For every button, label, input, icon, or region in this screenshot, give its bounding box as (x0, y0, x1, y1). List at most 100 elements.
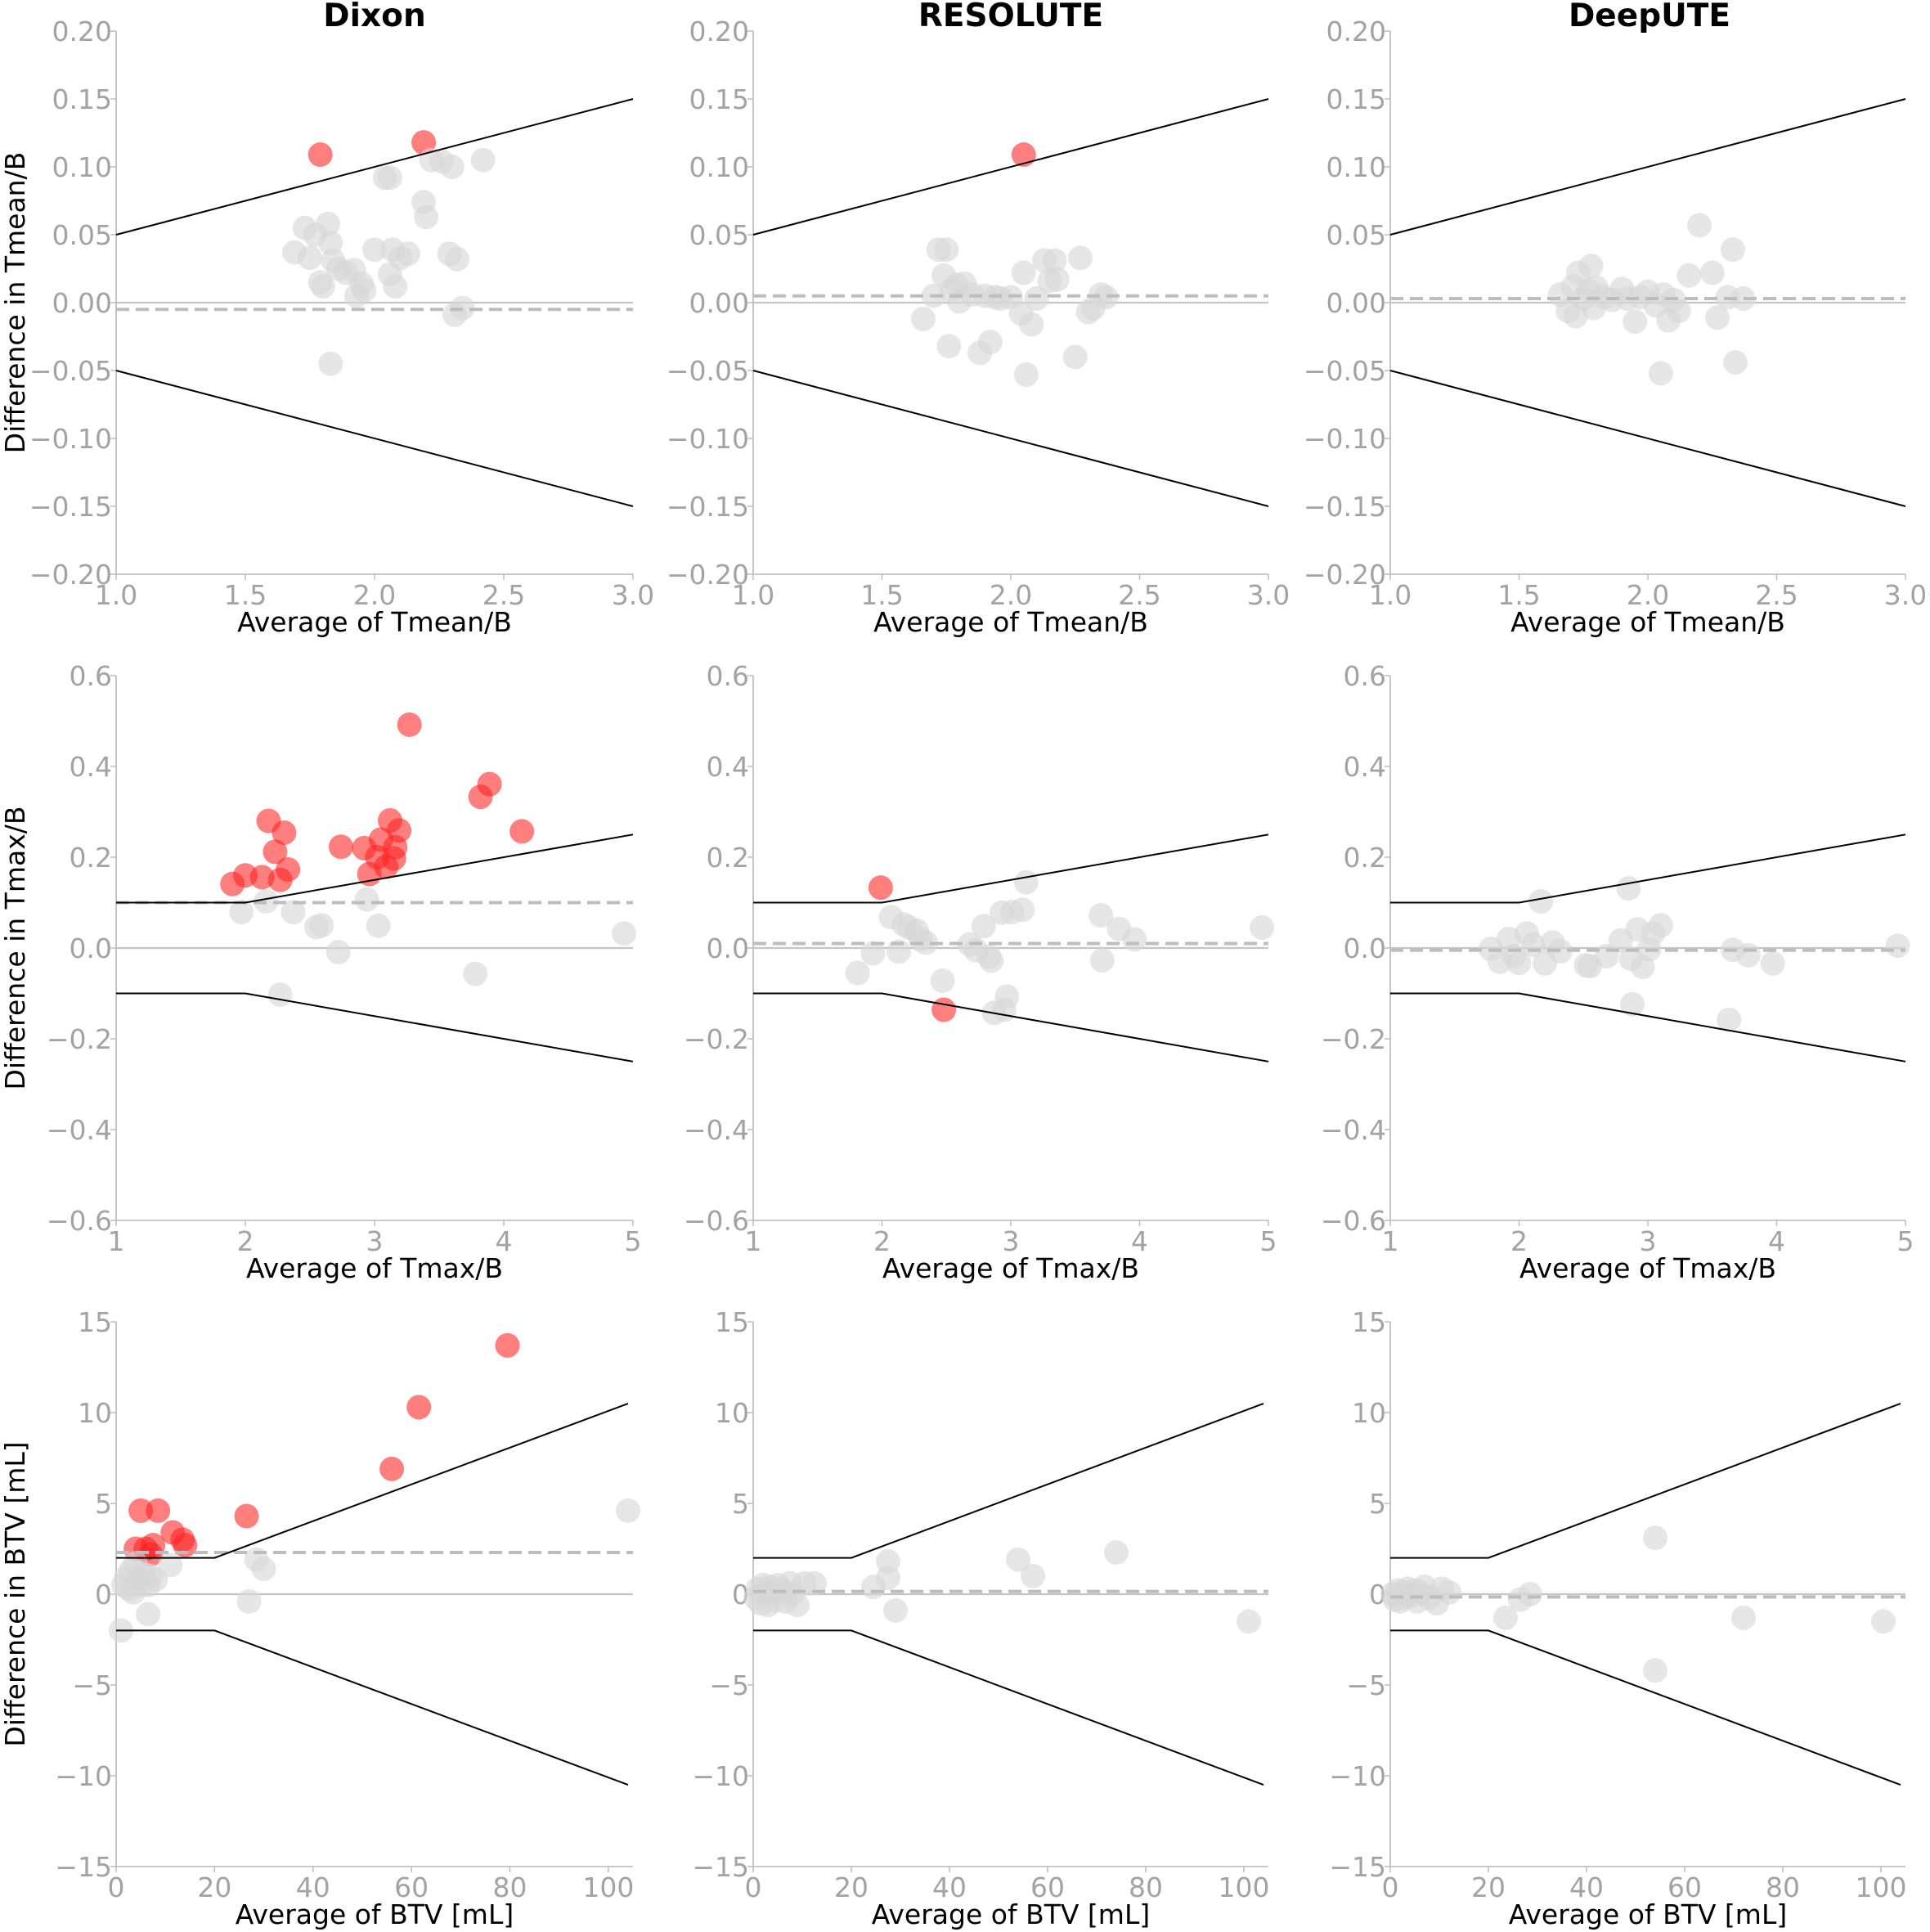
column-titles: Dixon RESOLUTE DeepUTE (323, 0, 1730, 34)
scatter-panels: −0.20−0.15−0.10−0.050.000.050.100.150.20… (0, 16, 1927, 1930)
y-tick-label: 15 (1352, 1306, 1386, 1338)
data-point (445, 246, 470, 272)
data-point (1620, 991, 1645, 1017)
y-tick-label: 0.20 (52, 16, 112, 47)
y-tick-label: 0.20 (1326, 16, 1386, 47)
data-point (1104, 1539, 1129, 1565)
lower-limit-line (753, 992, 1269, 1063)
data-point (377, 165, 402, 191)
y-tick-label: 0.0 (1344, 932, 1386, 964)
y-tick-label: −0.2 (47, 1023, 112, 1055)
x-tick-label: 1.0 (1369, 579, 1412, 611)
data-point (1068, 245, 1093, 271)
data-point (913, 930, 939, 955)
x-tick-label: 3 (1003, 1225, 1020, 1257)
y-tick-label: 5 (732, 1488, 749, 1520)
data-point (930, 968, 955, 993)
upper-limit-line (753, 833, 1269, 904)
data-point (267, 982, 293, 1008)
x-tick-label: 3 (1640, 1225, 1657, 1257)
data-point (611, 921, 636, 946)
data-point (1717, 1007, 1742, 1032)
upper-limit-line (753, 1402, 1264, 1559)
outlier-point (1011, 142, 1036, 168)
data-point (136, 1602, 161, 1627)
x-tick-label: 20 (834, 1871, 868, 1903)
x-tick-label: 0 (745, 1871, 762, 1903)
data-point (1648, 913, 1673, 938)
y-tick-label: 0.05 (689, 219, 749, 251)
data-point (366, 913, 391, 938)
y-tick-label: −0.05 (667, 355, 749, 387)
data-point (158, 1552, 183, 1578)
data-point (1093, 285, 1119, 310)
data-point (1731, 1605, 1756, 1630)
x-tick-label: 0 (108, 1871, 125, 1903)
y-tick-label: −0.4 (684, 1114, 749, 1146)
data-points (1380, 1525, 1896, 1683)
x-tick-label: 2 (237, 1225, 254, 1257)
y-tick-label: 0.15 (1326, 83, 1386, 115)
x-tick-label: 5 (1260, 1225, 1277, 1257)
data-point (470, 147, 496, 173)
data-point (1518, 1582, 1542, 1606)
y-tick-label: −0.20 (1304, 559, 1386, 591)
y-tick-label: 0.05 (1326, 219, 1386, 251)
outlier-point (387, 818, 412, 843)
y-tick-label: −0.20 (29, 559, 112, 591)
data-point (1062, 344, 1088, 370)
y-tick-label: −0.20 (667, 559, 749, 591)
data-point (910, 306, 936, 331)
data-point (396, 241, 421, 267)
y-tick-label: 0.4 (1344, 751, 1386, 783)
lower-limit-line (1390, 1629, 1901, 1786)
x-tick-label: 0 (1382, 1871, 1399, 1903)
outlier-point (249, 865, 275, 890)
data-point (1011, 260, 1036, 285)
data-point (1666, 298, 1691, 323)
y-tick-label: 0.10 (52, 151, 112, 183)
y-tick-label: 0.6 (1344, 660, 1386, 692)
data-point (463, 961, 488, 986)
upper-limit-line (116, 833, 634, 904)
data-point (1643, 1525, 1667, 1551)
y-tick-label: −0.2 (1321, 1023, 1386, 1055)
y-tick-label: −15 (55, 1851, 112, 1883)
data-point (1021, 1563, 1045, 1588)
y-tick-label: 0.2 (1344, 842, 1386, 874)
data-point (934, 237, 959, 263)
outlier-point (379, 1456, 405, 1481)
y-tick-label: 0.10 (689, 151, 749, 183)
lower-limit-line (752, 370, 1269, 507)
data-point (971, 914, 996, 939)
y-tick-label: 0.4 (70, 751, 112, 783)
data-point (979, 948, 1004, 973)
panel-r0-c1: −0.20 −0.15 −0.10 −0.05 0.00 0.05 0.10 0.15 0.20… (667, 16, 1290, 638)
data-point (229, 900, 254, 925)
data-point (1024, 286, 1049, 312)
x-tick-label: 4 (1768, 1225, 1785, 1257)
data-point (352, 278, 377, 303)
column-title-resolute: RESOLUTE (918, 0, 1103, 34)
x-tick-label: 2.5 (1118, 579, 1160, 611)
data-point (1437, 1579, 1461, 1605)
data-point (615, 1498, 640, 1523)
x-tick-label: 4 (496, 1225, 513, 1257)
data-point (1578, 254, 1604, 279)
y-tick-label: −0.4 (1321, 1114, 1386, 1146)
outlier-point (272, 820, 297, 846)
x-tick-label: 1 (745, 1225, 762, 1257)
x-tick-label: 1.5 (224, 579, 267, 611)
outlier-point (931, 997, 957, 1022)
data-point (936, 334, 962, 359)
outlier-point (509, 819, 535, 844)
data-points (109, 1332, 640, 1643)
data-point (1122, 927, 1147, 952)
data-point (1019, 312, 1044, 337)
panel-r0-c0: −0.20 −0.15 −0.10 −0.05 0.00 0.05 0.10 0.15 0.20… (0, 16, 654, 638)
panel-r0-c2: −0.20 −0.15 −0.10 −0.05 0.00 0.05 0.10 0.15 0.20… (1304, 16, 1927, 638)
y-tick-label: 5 (1369, 1488, 1386, 1520)
y-tick-label: −0.10 (667, 423, 749, 455)
y-tick-label: −5 (709, 1669, 749, 1701)
